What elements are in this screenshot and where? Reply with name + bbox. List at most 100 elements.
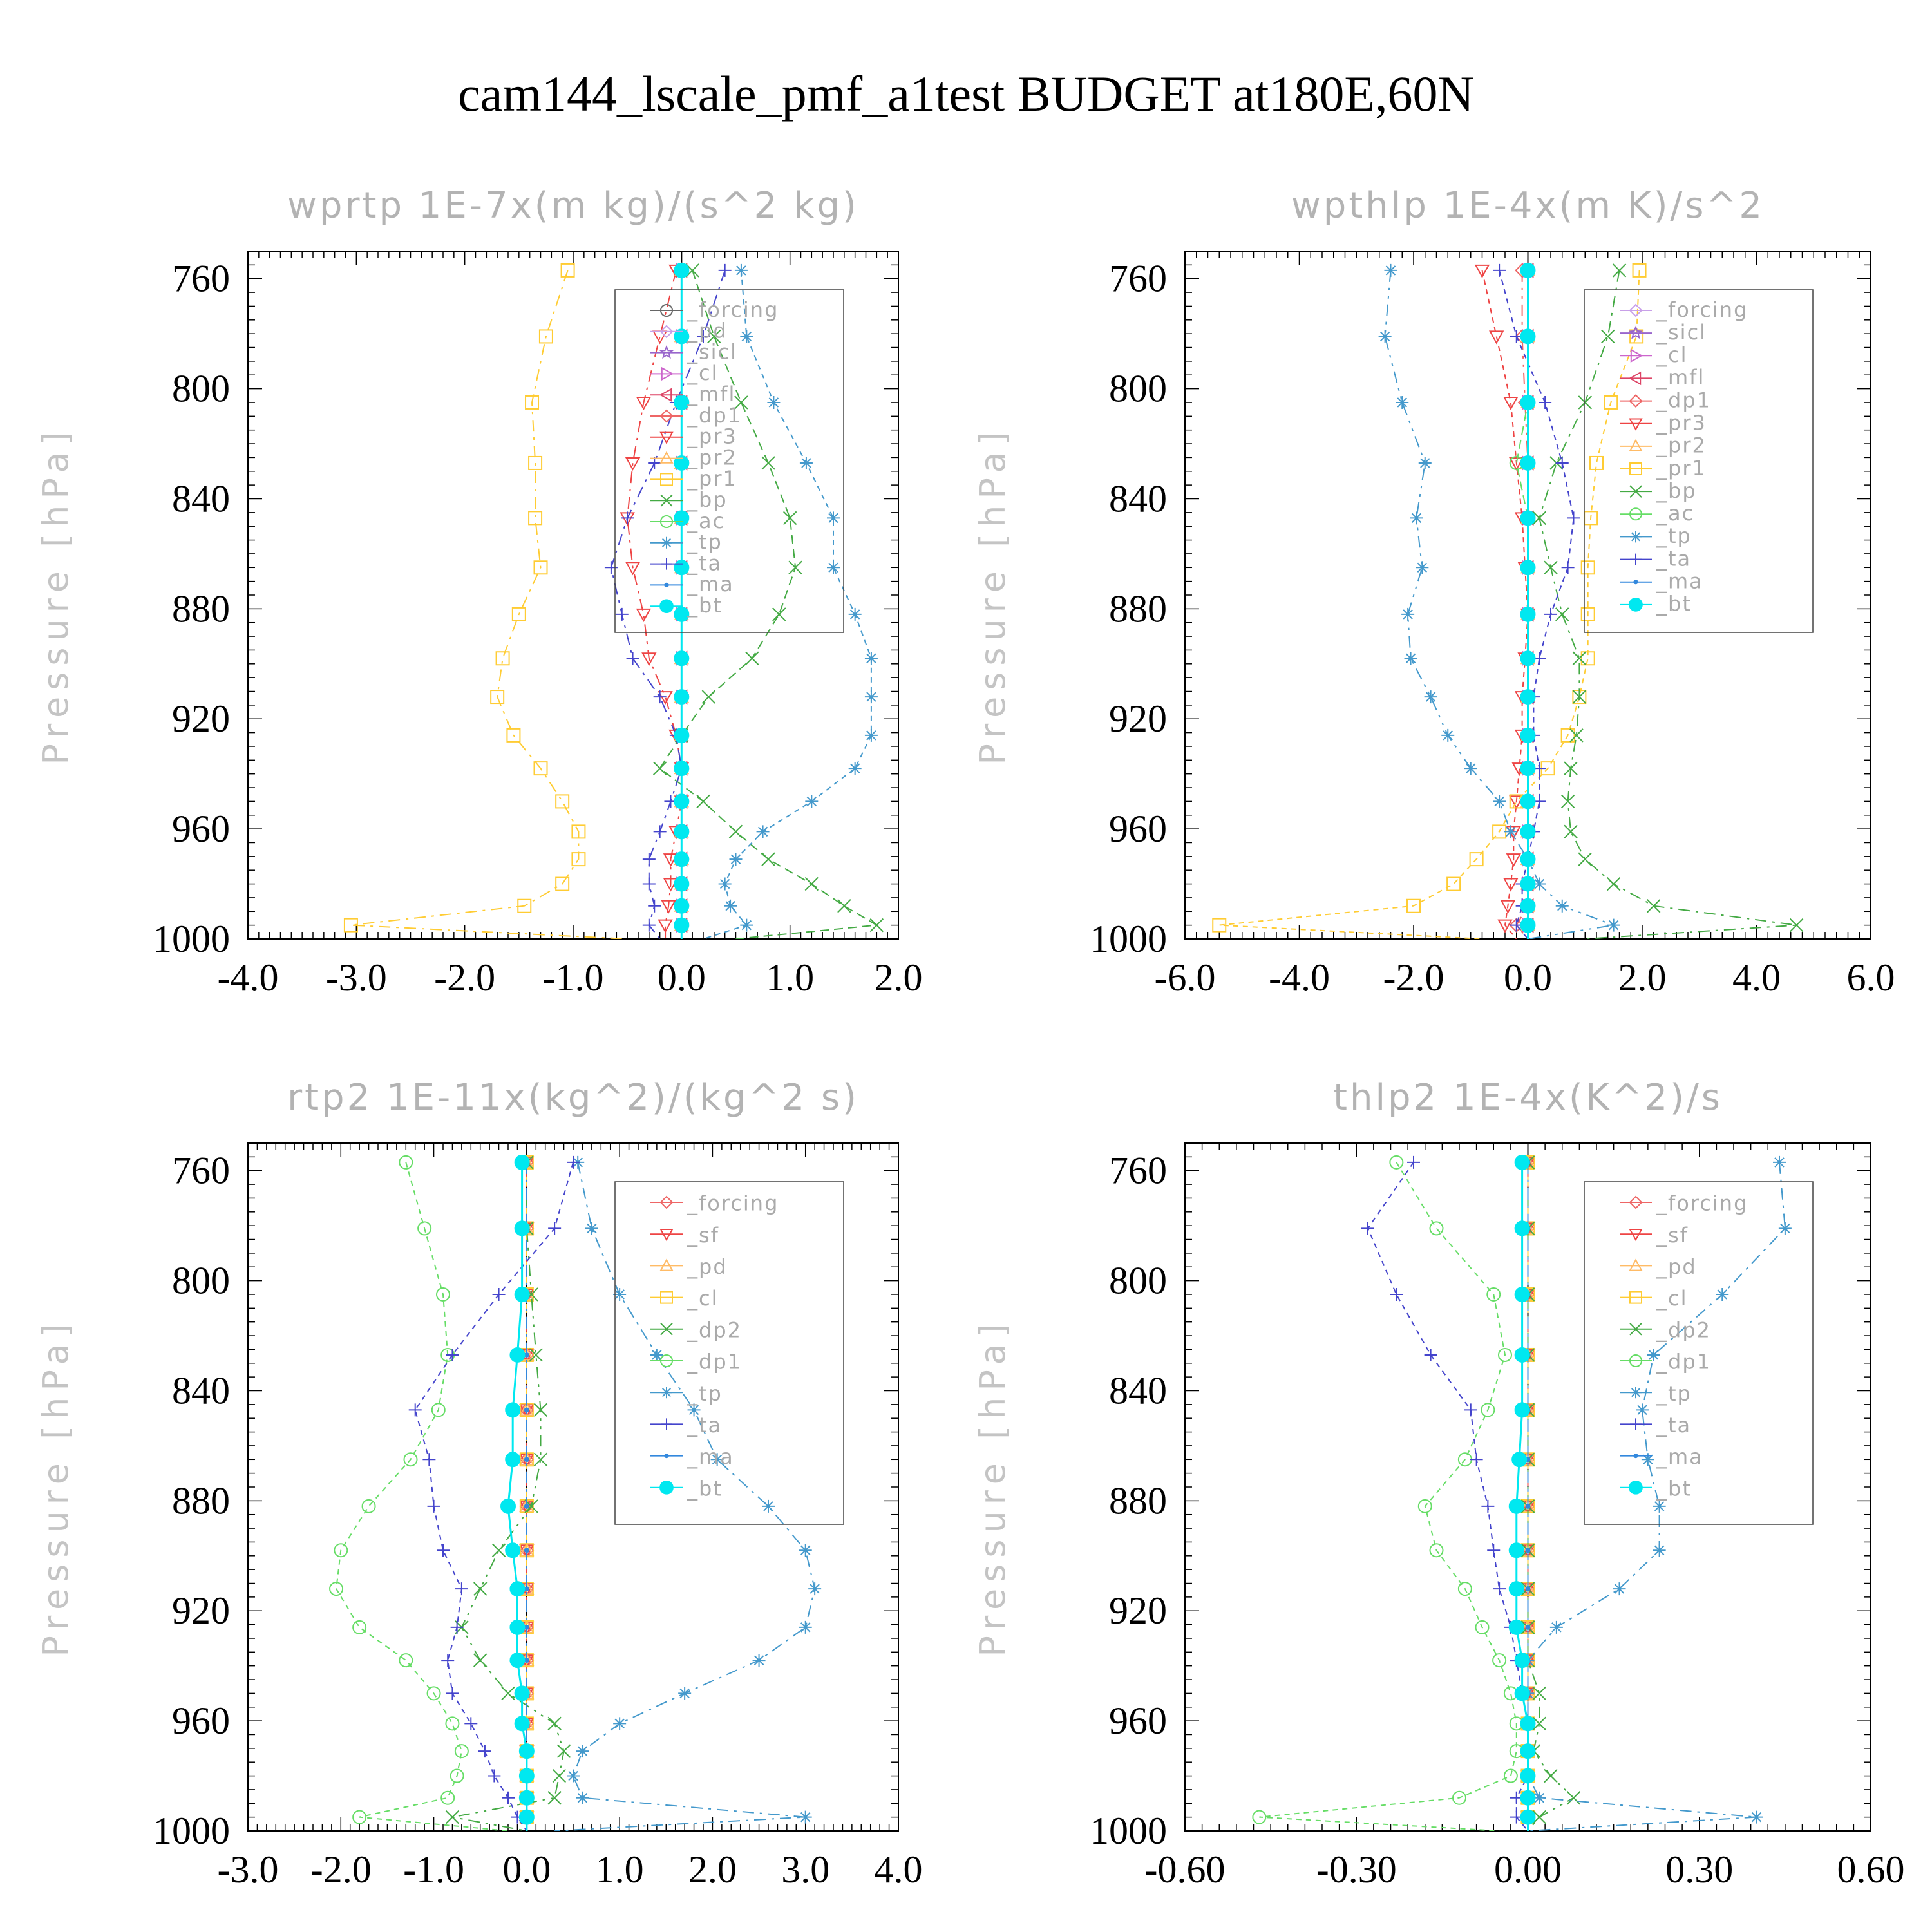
data-point (1475, 1620, 1490, 1634)
data-point (1520, 793, 1536, 810)
legend-label: _mfl (687, 382, 735, 406)
data-point (1572, 651, 1587, 665)
data-point (745, 651, 759, 665)
data-point (514, 1716, 530, 1732)
data-point (1508, 1498, 1524, 1514)
data-point (1252, 1810, 1267, 1824)
data-point (343, 918, 358, 933)
data-point (767, 395, 781, 409)
data-point (1492, 1653, 1507, 1668)
data-point (490, 690, 505, 705)
data-point (446, 1687, 459, 1700)
data-point (329, 1582, 344, 1596)
data-point (408, 1403, 422, 1417)
legend-label: _dp1 (1656, 1350, 1711, 1374)
data-point (734, 263, 748, 277)
data-point (1520, 917, 1536, 933)
y-tick-label: 840 (172, 1369, 230, 1412)
data-point (799, 1810, 812, 1824)
data-point (1486, 1287, 1501, 1302)
data-point (652, 761, 667, 775)
data-point (1514, 1220, 1530, 1236)
legend-box (614, 1181, 844, 1525)
data-point (636, 396, 652, 411)
legend: _forcing_sicl_cl_mfl_dp1_pr3_pr2_pr1_bp_… (1584, 289, 1814, 633)
x-tick-label: 2.0 (875, 956, 923, 999)
data-point (707, 329, 721, 344)
data-point (1560, 794, 1575, 809)
data-point (1416, 561, 1429, 574)
data-point (1567, 511, 1580, 525)
x-tick-label: 0.30 (1665, 1848, 1733, 1891)
data-point (674, 328, 690, 345)
data-point (1525, 1503, 1531, 1509)
data-point (1514, 1154, 1530, 1170)
series-line (627, 270, 683, 939)
legend-label: _pr3 (687, 424, 737, 449)
legend-item: _cl (1620, 343, 1686, 367)
y-tick-label: 960 (1109, 1700, 1167, 1742)
data-point (399, 1653, 413, 1668)
data-point (446, 1348, 459, 1361)
data-point (762, 1499, 775, 1513)
legend-item: _tp (1620, 1381, 1690, 1406)
data-point (827, 511, 840, 525)
data-point (441, 1654, 455, 1667)
data-point (674, 727, 690, 743)
y-tick-label: 800 (1109, 1260, 1167, 1302)
y-tick-label: 1000 (153, 1810, 230, 1852)
legend-item: _bt (650, 593, 721, 618)
x-tick-label: 0.0 (1504, 956, 1552, 999)
legend-label: _bp (1656, 478, 1697, 503)
y-tick-label: 840 (1109, 477, 1167, 520)
data-point (799, 1544, 812, 1557)
data-point (1520, 851, 1536, 867)
legend-label: _pd (687, 319, 728, 343)
data-point (501, 1686, 515, 1701)
data-point (658, 919, 673, 933)
data-point (1503, 1768, 1518, 1783)
x-tick-label: 0.0 (502, 1848, 551, 1891)
legend-item: _bp (1620, 478, 1697, 503)
chart-panel-1: wprtp 1E-7x(m kg)/(s^2 kg) Pressure [hPa]… (35, 185, 923, 999)
data-point (1404, 652, 1417, 665)
legend-label: _tp (1656, 524, 1692, 548)
legend-item: _forcing (1620, 1191, 1747, 1216)
data-point (1503, 396, 1519, 411)
data-point (1441, 728, 1455, 742)
data-point (674, 689, 690, 705)
y-tick-label: 920 (1109, 1589, 1167, 1632)
data-point (740, 918, 753, 932)
data-point (506, 728, 521, 743)
data-point (517, 898, 532, 913)
data-point (1406, 898, 1421, 913)
legend-item: _sicl (1620, 320, 1705, 345)
data-point (1520, 560, 1536, 576)
legend-item: _cl (650, 1286, 717, 1311)
series-line (659, 270, 879, 939)
data-point (1569, 728, 1584, 743)
legend-item: _ma (650, 1444, 733, 1469)
legend-label: _sf (1656, 1223, 1689, 1247)
data-point (502, 1791, 515, 1804)
data-point (361, 1499, 376, 1513)
data-point (1532, 1686, 1546, 1701)
x-tick-label: -3.0 (218, 1848, 279, 1891)
legend-item: _dp1 (1620, 1350, 1711, 1374)
y-tick-label: 960 (172, 1700, 230, 1742)
data-point (805, 795, 819, 808)
legend-item: _sf (650, 1223, 718, 1247)
legend-item: _pr2 (650, 445, 736, 469)
data-point (718, 877, 732, 891)
data-point (864, 690, 878, 704)
series-tp (703, 263, 878, 939)
data-point (440, 1790, 455, 1805)
legend-box (614, 289, 844, 633)
data-point (1520, 650, 1536, 667)
legend-item: _cl (1620, 1286, 1686, 1311)
figure-title: cam144_lscale_pmf_a1test BUDGET at180E,6… (458, 66, 1474, 122)
data-point (1509, 795, 1524, 810)
legend-label: _pr1 (687, 466, 737, 491)
y-axis-label: Pressure [hPa] (35, 1317, 76, 1656)
data-point (1520, 510, 1536, 526)
